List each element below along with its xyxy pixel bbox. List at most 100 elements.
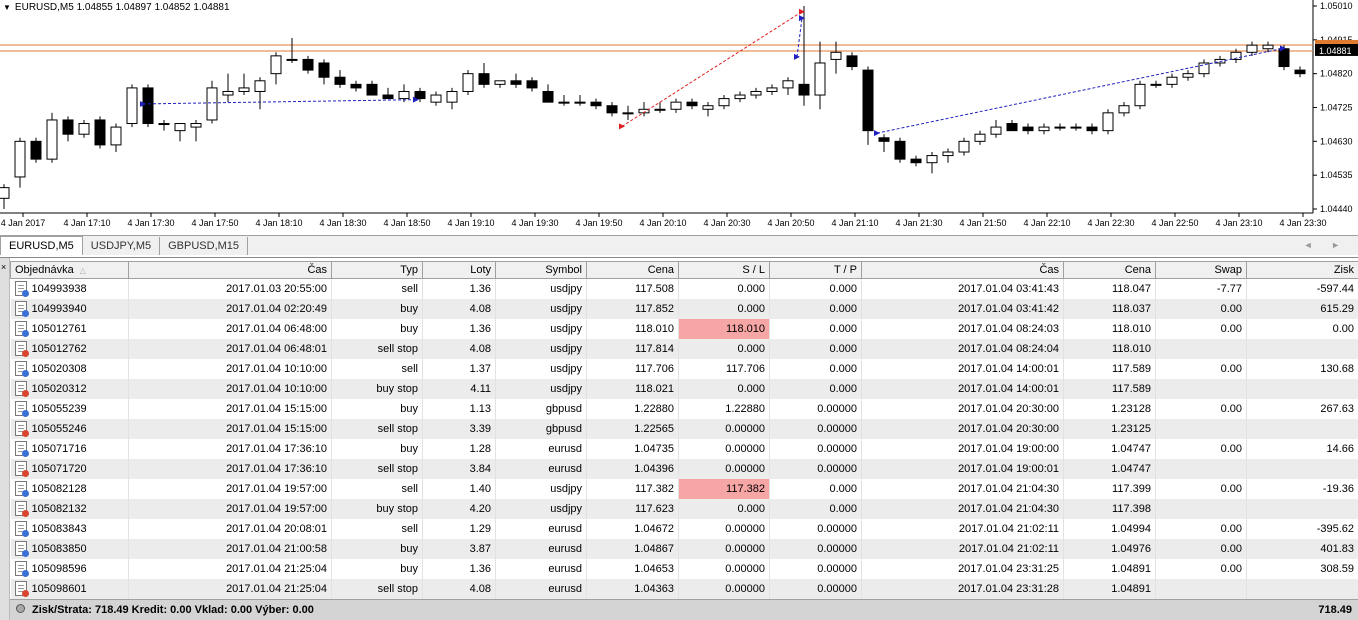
candle-body bbox=[511, 81, 521, 85]
cell-open-time: 2017.01.04 06:48:01 bbox=[129, 339, 332, 359]
col-header-profit[interactable]: Zisk bbox=[1247, 262, 1358, 279]
ticket-number: 105055239 bbox=[32, 403, 87, 415]
candle-body bbox=[0, 188, 9, 199]
cell-price: 1.04653 bbox=[587, 559, 679, 579]
cell-profit: 615.29 bbox=[1247, 299, 1358, 319]
candle-body bbox=[911, 159, 921, 163]
cell-symbol: usdjpy bbox=[496, 299, 587, 319]
col-header-open-time[interactable]: Čas bbox=[129, 262, 332, 279]
time-tick-label: 4 Jan 22:10 bbox=[1023, 218, 1070, 228]
tab-eurusd-m5[interactable]: EURUSD,M5 bbox=[0, 236, 83, 255]
candle-body bbox=[991, 127, 1001, 134]
ticket-number: 105020312 bbox=[32, 383, 87, 395]
candle-body bbox=[63, 120, 73, 134]
time-tick-label: 4 Jan 20:10 bbox=[639, 218, 686, 228]
candle-body bbox=[879, 138, 889, 142]
cell-sl: 0.00000 bbox=[679, 559, 770, 579]
col-header-swap[interactable]: Swap bbox=[1156, 262, 1247, 279]
time-tick-label: 4 Jan 17:30 bbox=[127, 218, 174, 228]
cell-type: sell bbox=[332, 359, 423, 379]
col-header-sl[interactable]: S / L bbox=[679, 262, 770, 279]
chart-menu-triangle-icon[interactable]: ▼ bbox=[3, 3, 11, 12]
close-icon[interactable]: × bbox=[1, 262, 6, 272]
candle-body bbox=[15, 141, 25, 177]
col-header-close-time[interactable]: Čas bbox=[862, 262, 1064, 279]
ticket-number: 105012761 bbox=[32, 323, 87, 335]
cell-open-time: 2017.01.03 20:55:00 bbox=[129, 279, 332, 299]
cell-lots: 3.84 bbox=[423, 459, 496, 479]
tab-scroll-arrows-icon[interactable]: ◄ ► bbox=[1304, 240, 1348, 250]
candle-body bbox=[319, 63, 329, 77]
cell-lots: 4.08 bbox=[423, 579, 496, 599]
cell-symbol: usdjpy bbox=[496, 379, 587, 399]
candle-body bbox=[847, 56, 857, 67]
price-tick-label: 1.04725 bbox=[1320, 103, 1353, 113]
candle-body bbox=[191, 124, 201, 128]
cell-price: 117.623 bbox=[587, 499, 679, 519]
candle-body bbox=[47, 120, 57, 159]
cell-sl: 0.000 bbox=[679, 279, 770, 299]
col-header-symbol[interactable]: Symbol bbox=[496, 262, 587, 279]
candle-body bbox=[943, 152, 953, 156]
order-document-icon bbox=[15, 321, 27, 336]
candlestick-chart-svg[interactable]: 1.050101.049151.048201.047251.046301.045… bbox=[0, 0, 1358, 235]
tab-usdjpy-m5[interactable]: USDJPY,M5 bbox=[83, 237, 160, 255]
cell-type: buy stop bbox=[332, 499, 423, 519]
tab-gbpusd-m15[interactable]: GBPUSD,M15 bbox=[160, 237, 248, 255]
col-header-tp[interactable]: T / P bbox=[770, 262, 862, 279]
cell-lots: 4.11 bbox=[423, 379, 496, 399]
col-header-lots[interactable]: Loty bbox=[423, 262, 496, 279]
cell-tp: 0.00000 bbox=[770, 419, 862, 439]
candle-body bbox=[559, 102, 569, 103]
time-tick-label: 4 Jan 17:50 bbox=[191, 218, 238, 228]
time-tick-label: 4 Jan 21:10 bbox=[831, 218, 878, 228]
candle-body bbox=[447, 91, 457, 102]
candle-body bbox=[367, 84, 377, 95]
cell-close-price: 118.047 bbox=[1064, 279, 1156, 299]
candle-body bbox=[831, 52, 841, 59]
cell-close-price: 117.589 bbox=[1064, 379, 1156, 399]
cell-price: 1.04363 bbox=[587, 579, 679, 599]
cell-close-time: 2017.01.04 21:02:11 bbox=[862, 519, 1064, 539]
candle-body bbox=[335, 77, 345, 84]
cell-type: buy bbox=[332, 399, 423, 419]
col-header-close-price[interactable]: Cena bbox=[1064, 262, 1156, 279]
cell-price: 1.04396 bbox=[587, 459, 679, 479]
cell-profit bbox=[1247, 419, 1358, 439]
time-tick-label: 4 Jan 21:30 bbox=[895, 218, 942, 228]
candle-body bbox=[479, 74, 489, 85]
time-tick-label: 4 Jan 18:50 bbox=[383, 218, 430, 228]
order-document-icon bbox=[15, 461, 27, 476]
col-header-ticket[interactable]: Objednávka△ bbox=[11, 262, 129, 279]
candle-body bbox=[1071, 127, 1081, 128]
time-tick-label: 4 Jan 22:50 bbox=[1151, 218, 1198, 228]
candle-body bbox=[575, 102, 585, 103]
col-header-type[interactable]: Typ bbox=[332, 262, 423, 279]
price-tick-label: 1.04820 bbox=[1320, 69, 1353, 79]
candle-body bbox=[703, 106, 713, 110]
cell-swap bbox=[1156, 579, 1247, 599]
cell-close-price: 1.23128 bbox=[1064, 399, 1156, 419]
col-header-price[interactable]: Cena bbox=[587, 262, 679, 279]
cell-ticket: 105083843 bbox=[11, 519, 129, 539]
cell-close-price: 118.037 bbox=[1064, 299, 1156, 319]
order-document-icon bbox=[15, 301, 27, 316]
ticket-number: 105082132 bbox=[32, 503, 87, 515]
